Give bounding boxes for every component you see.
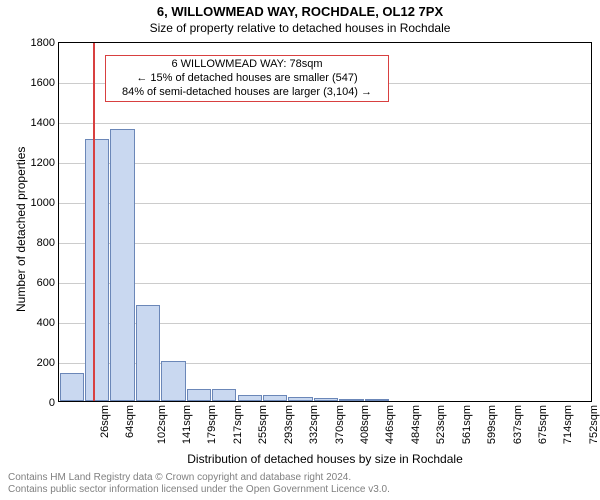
y-axis-label: Number of detached properties	[14, 147, 28, 312]
histogram-bar	[212, 389, 236, 401]
histogram-bar	[263, 395, 287, 401]
x-tick-label: 293sqm	[283, 405, 295, 444]
chart-title-main: 6, WILLOWMEAD WAY, ROCHDALE, OL12 7PX	[0, 0, 600, 19]
gridline	[59, 123, 591, 124]
histogram-bar	[161, 361, 185, 401]
x-tick-label: 752sqm	[588, 405, 600, 444]
y-tick-label: 1200	[31, 157, 59, 169]
x-tick-label: 714sqm	[563, 405, 575, 444]
x-tick-label: 446sqm	[385, 405, 397, 444]
y-tick-label: 800	[37, 237, 59, 249]
gridline	[59, 243, 591, 244]
x-tick-label: 255sqm	[257, 405, 269, 444]
histogram-bar	[288, 397, 312, 401]
x-tick-label: 64sqm	[124, 405, 136, 438]
y-tick-label: 1600	[31, 77, 59, 89]
x-tick-label: 370sqm	[334, 405, 346, 444]
histogram-bar	[187, 389, 211, 401]
histogram-bar	[238, 395, 262, 401]
x-tick-label: 26sqm	[99, 405, 111, 438]
annotation-line: 84% of semi-detached houses are larger (…	[112, 86, 382, 100]
annotation-line: ← 15% of detached houses are smaller (54…	[112, 72, 382, 86]
x-tick-label: 599sqm	[486, 405, 498, 444]
histogram-bar	[60, 373, 84, 401]
histogram-bar	[365, 399, 389, 401]
footer-line-2: Contains public sector information licen…	[8, 484, 390, 496]
y-tick-label: 0	[49, 397, 59, 409]
x-tick-label: 675sqm	[537, 405, 549, 444]
gridline	[59, 283, 591, 284]
x-tick-label: 217sqm	[232, 405, 244, 444]
footer-line-1: Contains HM Land Registry data © Crown c…	[8, 472, 390, 484]
x-tick-label: 523sqm	[435, 405, 447, 444]
gridline	[59, 163, 591, 164]
x-tick-label: 179sqm	[207, 405, 219, 444]
x-tick-label: 102sqm	[156, 405, 168, 444]
histogram-bar	[314, 398, 338, 401]
footer-attribution: Contains HM Land Registry data © Crown c…	[8, 472, 390, 496]
chart-title-sub: Size of property relative to detached ho…	[0, 19, 600, 35]
x-tick-label: 332sqm	[308, 405, 320, 444]
y-tick-label: 1800	[31, 37, 59, 49]
x-tick-label: 561sqm	[461, 405, 473, 444]
y-tick-label: 400	[37, 317, 59, 329]
histogram-bar	[110, 129, 134, 401]
x-tick-label: 141sqm	[181, 405, 193, 444]
gridline	[59, 203, 591, 204]
x-tick-label: 637sqm	[512, 405, 524, 444]
chart-plot-area: 6 WILLOWMEAD WAY: 78sqm← 15% of detached…	[58, 42, 592, 402]
histogram-bar	[85, 139, 109, 401]
property-marker-line	[93, 43, 95, 401]
y-tick-label: 1400	[31, 117, 59, 129]
x-tick-label: 408sqm	[359, 405, 371, 444]
histogram-bar	[339, 399, 363, 401]
y-tick-label: 200	[37, 357, 59, 369]
histogram-bar	[136, 305, 160, 401]
x-tick-label: 484sqm	[410, 405, 422, 444]
y-tick-label: 1000	[31, 197, 59, 209]
x-axis-label: Distribution of detached houses by size …	[58, 452, 592, 466]
annotation-line: 6 WILLOWMEAD WAY: 78sqm	[112, 58, 382, 72]
annotation-box: 6 WILLOWMEAD WAY: 78sqm← 15% of detached…	[105, 55, 389, 102]
y-tick-label: 600	[37, 277, 59, 289]
